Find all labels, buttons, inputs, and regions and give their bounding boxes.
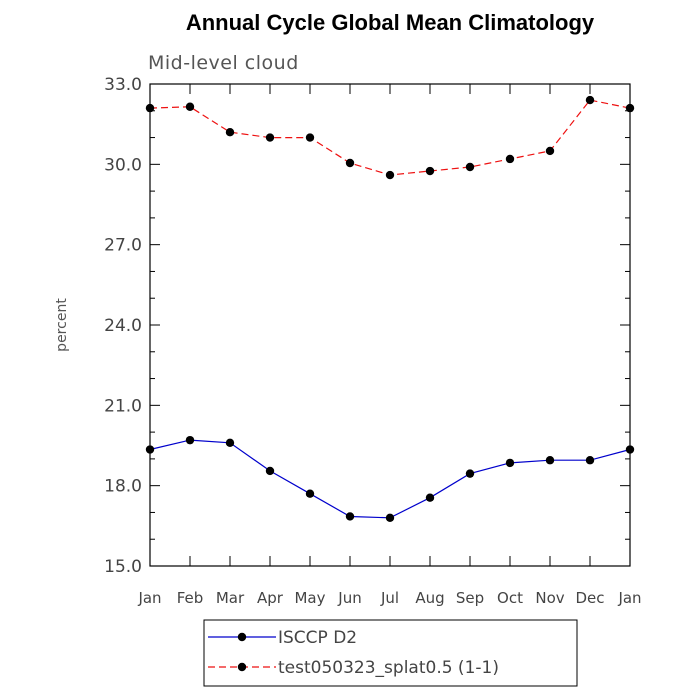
legend-box: [203, 619, 578, 687]
data-point: [145, 103, 155, 113]
data-point: [385, 513, 395, 522]
data-point: [585, 95, 595, 105]
x-tick-label: Jan: [617, 589, 641, 607]
data-point: [625, 103, 635, 113]
legend: ISCCP D2 test050323_splat0.5 (1-1): [203, 619, 578, 687]
legend-entry: test050323_splat0.5 (1-1): [278, 658, 499, 678]
x-tick-label: Jul: [380, 589, 399, 607]
data-point: [465, 162, 475, 172]
y-tick-label: 18.0: [104, 477, 142, 497]
data-point: [585, 456, 595, 465]
x-tick-label: Mar: [216, 589, 245, 607]
y-tick-label: 27.0: [104, 236, 142, 256]
series-line: [149, 439, 631, 519]
data-point: [345, 158, 355, 168]
data-point: [505, 458, 515, 468]
x-tick-label: Nov: [535, 589, 564, 607]
data-point: [265, 133, 275, 142]
x-tick-label: Dec: [575, 589, 604, 607]
data-point: [625, 445, 635, 454]
y-tick-label: 21.0: [104, 396, 142, 416]
x-tick-label: Feb: [177, 589, 204, 607]
data-point: [305, 489, 315, 498]
series-0: [145, 435, 635, 522]
y-tick-label: 24.0: [104, 316, 142, 336]
legend-swatch-marker: [237, 632, 247, 642]
plot-frame: [149, 83, 631, 567]
chart-title: Annual Cycle Global Mean Climatology: [186, 10, 595, 35]
data-point: [185, 102, 195, 111]
data-point: [505, 154, 515, 164]
data-point: [545, 146, 555, 156]
legend-swatch-marker: [237, 662, 247, 672]
x-tick-label: Jun: [337, 589, 361, 607]
plot-axes: 15.0 18.0 21.0 24.0 27.0 30.0 33.0 Jan Feb Mar Apr…: [104, 75, 641, 607]
x-tick-label: Sep: [456, 589, 484, 607]
data-point: [145, 445, 155, 454]
series-1: [145, 95, 635, 180]
x-tick-label: May: [294, 589, 325, 607]
data-point: [385, 170, 395, 180]
data-point: [305, 133, 315, 142]
series-line: [149, 99, 631, 176]
x-tick-label: Aug: [415, 589, 444, 607]
y-tick-label: 15.0: [104, 557, 142, 577]
x-tick-label: Oct: [497, 589, 523, 607]
series-layer: [145, 95, 635, 522]
data-point: [225, 128, 235, 137]
data-point: [545, 456, 555, 465]
chart-subtitle: Mid-level cloud: [148, 52, 299, 74]
legend-entry: ISCCP D2: [278, 628, 357, 648]
y-axis-label: percent: [54, 298, 70, 352]
data-point: [425, 166, 435, 176]
y-tick-label: 30.0: [104, 155, 142, 175]
data-point: [225, 438, 235, 448]
data-point: [465, 469, 475, 478]
data-point: [345, 512, 355, 521]
data-point: [265, 466, 275, 476]
x-tick-label: Jan: [137, 589, 161, 607]
data-point: [425, 493, 435, 502]
data-point: [185, 435, 195, 445]
x-tick-label: Apr: [257, 589, 284, 607]
y-tick-label: 33.0: [104, 75, 142, 95]
